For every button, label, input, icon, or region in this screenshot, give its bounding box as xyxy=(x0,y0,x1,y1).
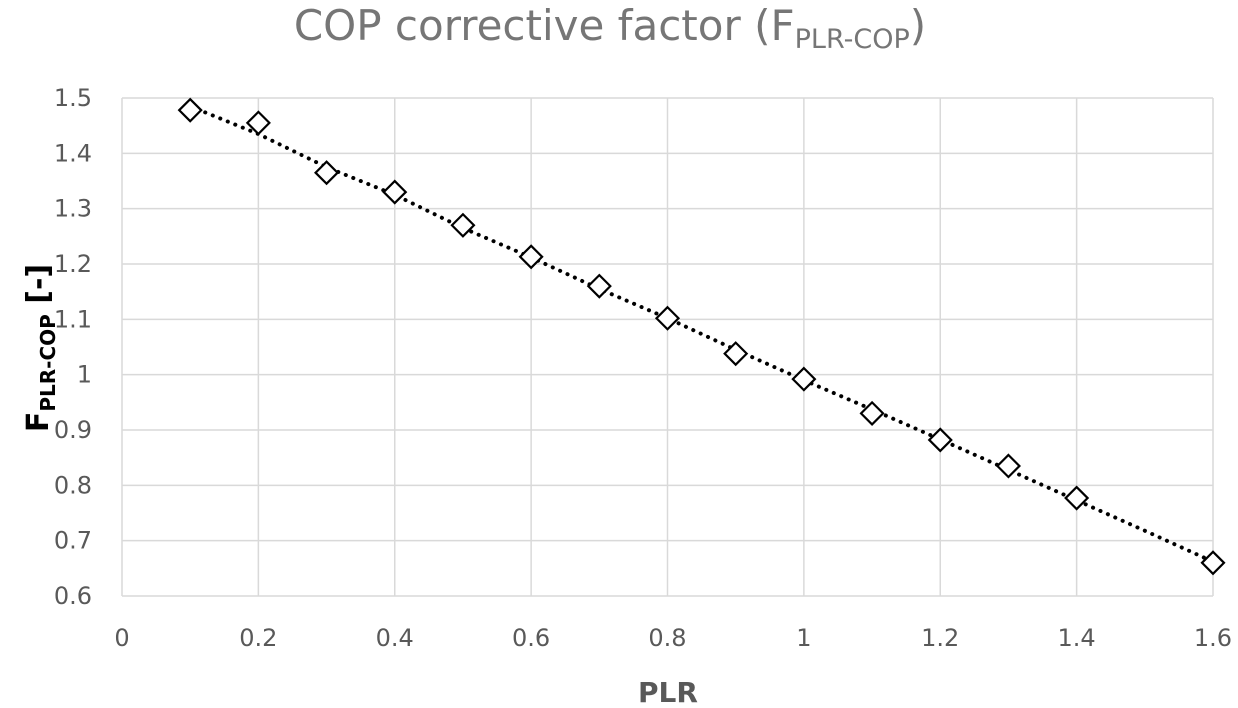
data-point xyxy=(927,427,953,453)
trendline xyxy=(188,104,1215,564)
x-tick-label: 0 xyxy=(114,624,129,652)
chart-title-subscript: PLR-COP xyxy=(795,24,910,55)
y-tick-label: 0.6 xyxy=(54,582,92,610)
data-point xyxy=(859,400,885,426)
data-point xyxy=(177,97,203,123)
y-tick-label: 1.4 xyxy=(54,139,92,167)
data-point xyxy=(586,273,612,299)
chart-title-main: COP corrective factor (F xyxy=(294,1,795,50)
tick-label-layer: 0.6 0.7 0.8 0.9 1 1.1 1.2 1.3 1.4 1.5 0 0.2 0.4 0.6 0.… xyxy=(54,84,1232,652)
data-point xyxy=(518,244,544,270)
y-tick-label: 1.2 xyxy=(54,250,92,278)
data-point xyxy=(245,110,271,136)
y-tick-label: 1.1 xyxy=(54,305,92,333)
x-tick-label: 0.8 xyxy=(648,624,686,652)
x-tick-label: 0.4 xyxy=(376,624,414,652)
y-axis-title-main: F xyxy=(21,412,56,433)
chart-title-close: ) xyxy=(910,1,926,50)
trendline-layer xyxy=(188,104,1215,564)
x-tick-label: 1 xyxy=(796,624,811,652)
x-tick-label: 1.4 xyxy=(1058,624,1096,652)
data-point xyxy=(314,160,340,186)
grid-layer xyxy=(121,97,1214,597)
data-point xyxy=(995,453,1021,479)
data-point xyxy=(450,212,476,238)
y-tick-label: 1.5 xyxy=(54,84,92,112)
data-point-layer xyxy=(177,97,1226,576)
data-point xyxy=(791,366,817,392)
y-tick-label: 0.7 xyxy=(54,527,92,555)
data-point xyxy=(382,179,408,205)
y-tick-label: 1 xyxy=(77,361,92,389)
chart-title: COP corrective factor (FPLR-COP) xyxy=(294,1,926,55)
y-tick-label: 0.8 xyxy=(54,471,92,499)
x-tick-label: 0.2 xyxy=(239,624,277,652)
data-point xyxy=(1064,485,1090,511)
y-axis-title-subscript: PLR-COP xyxy=(36,314,60,411)
data-point xyxy=(654,305,681,331)
data-point xyxy=(1200,550,1226,576)
x-tick-label: 0.6 xyxy=(512,624,550,652)
x-tick-label: 1.6 xyxy=(1194,624,1232,652)
y-axis-title-suffix: [-] xyxy=(21,264,56,314)
x-tick-label: 1.2 xyxy=(921,624,959,652)
y-tick-label: 0.9 xyxy=(54,416,92,444)
data-point xyxy=(723,341,749,367)
y-tick-label: 1.3 xyxy=(54,195,92,223)
y-axis-title: FPLR-COP [-] xyxy=(21,264,60,432)
x-axis-title: PLR xyxy=(638,676,698,708)
